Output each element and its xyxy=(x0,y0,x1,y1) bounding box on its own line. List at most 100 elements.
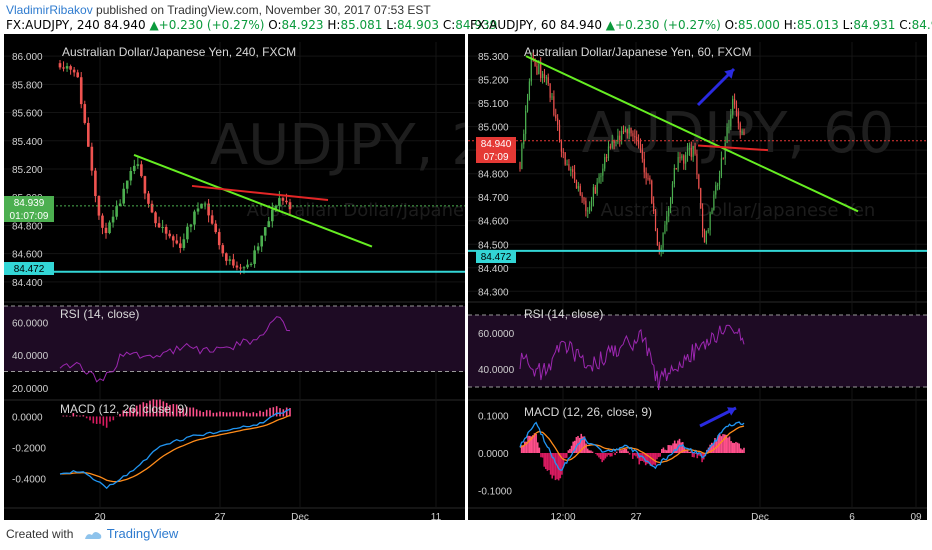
candle-body xyxy=(217,232,221,246)
macd-histogram-bar xyxy=(532,435,534,453)
macd-histogram-bar xyxy=(619,450,621,453)
candle-body xyxy=(583,197,585,201)
author-link[interactable]: VladimirRibakov xyxy=(6,3,93,17)
macd-histogram-bar xyxy=(109,416,111,422)
tradingview-brand-link[interactable]: TradingView xyxy=(106,526,179,541)
candle-body xyxy=(150,203,154,213)
candle-body xyxy=(656,230,659,246)
macd-histogram-bar xyxy=(165,402,168,417)
macd-histogram-bar xyxy=(632,453,634,459)
macd-histogram-bar xyxy=(664,449,666,453)
candle-body xyxy=(278,198,281,206)
candle-body xyxy=(598,176,600,183)
macd-histogram-bar xyxy=(149,400,151,417)
candle-body xyxy=(196,208,200,212)
candle-body xyxy=(551,96,553,98)
macd-histogram-bar xyxy=(652,453,655,465)
chart-240[interactable]: AUDJPY, 240 Australian Dollar/Japanese Y… xyxy=(4,34,465,520)
symbol-info-right: FX:AUDJPY, 60 84.940 ▲+0.230 (+0.27%) O:… xyxy=(470,18,932,32)
price-tick-label: 84.600 xyxy=(12,250,43,261)
candle-body xyxy=(694,146,696,154)
candle-body xyxy=(607,146,610,159)
candle-body xyxy=(549,83,551,98)
macd-histogram-bar xyxy=(633,453,636,456)
macd-tick-label: -0.4000 xyxy=(12,475,46,486)
macd-histogram-bar xyxy=(685,449,687,453)
macd-histogram-bar xyxy=(627,451,629,453)
candle-body xyxy=(147,193,150,204)
candle-body xyxy=(639,144,642,151)
chart-60[interactable]: AUDJPY, 60 Australian Dollar/Japanese Ye… xyxy=(468,34,927,520)
candle-body xyxy=(611,140,613,148)
last-price-badge-bg xyxy=(476,137,516,163)
macd-histogram-bar xyxy=(694,453,697,454)
macd-histogram-bar xyxy=(686,450,689,453)
support-price-badge: 84.472 xyxy=(14,264,45,275)
macd-histogram-bar xyxy=(536,442,539,453)
macd-histogram-bar xyxy=(79,415,81,417)
macd-histogram-bar xyxy=(590,450,592,453)
candle-body xyxy=(530,56,532,82)
price-tick-label: 84.800 xyxy=(478,170,509,181)
candle-body xyxy=(743,131,745,136)
candle-body xyxy=(653,203,655,211)
candle-body xyxy=(581,194,583,198)
candle-body xyxy=(649,178,651,181)
candle-body xyxy=(732,98,734,115)
candle-body xyxy=(221,245,225,254)
candle-body xyxy=(239,267,242,269)
candle-body xyxy=(634,136,636,138)
macd-histogram-bar xyxy=(75,415,78,417)
macd-histogram-bar xyxy=(245,412,248,417)
macd-histogram-bar xyxy=(582,436,584,453)
macd-histogram-bar xyxy=(588,450,591,453)
candle-body xyxy=(621,131,623,140)
time-axis: 12:00 27 Dec 6 09 xyxy=(550,512,922,520)
candle-body xyxy=(62,67,65,69)
rsi-pane: 60.0000 40.0000 20.0000 xyxy=(4,305,465,395)
macd-histogram-bar xyxy=(565,453,568,458)
macd-line xyxy=(519,421,745,471)
macd-histogram-bar xyxy=(662,447,665,453)
candle-body xyxy=(679,157,681,159)
macd-histogram-bar xyxy=(525,441,528,453)
price-change: +0.230 (+0.27%) xyxy=(158,18,265,32)
macd-histogram-bar xyxy=(548,453,550,471)
macd-histogram-bar xyxy=(225,412,228,417)
created-with-text: Created with xyxy=(6,527,74,541)
candle-body xyxy=(228,259,232,261)
candle-body xyxy=(594,187,596,194)
price-tick-label: 84.800 xyxy=(12,221,43,232)
rsi-band xyxy=(4,306,465,372)
price-tick-label: 85.200 xyxy=(478,76,509,87)
macd-histogram-bar xyxy=(646,453,649,464)
macd-histogram-bar xyxy=(275,406,278,417)
candle-body xyxy=(108,222,111,234)
candle-body xyxy=(617,135,619,143)
grid-lines xyxy=(4,42,465,509)
candle-body xyxy=(94,170,97,197)
macd-histogram-bar xyxy=(554,453,557,481)
rsi-band xyxy=(468,315,927,387)
candle-body xyxy=(267,221,271,228)
macd-histogram-bar xyxy=(585,443,587,453)
candle-body xyxy=(175,240,179,244)
candle-body xyxy=(628,127,630,134)
candle-body xyxy=(560,140,563,152)
candle-body xyxy=(741,131,743,133)
macd-histogram-bar xyxy=(606,453,608,457)
macd-histogram-bar xyxy=(535,433,537,453)
macd-histogram-bar xyxy=(205,410,208,417)
macd-histogram-bar xyxy=(712,443,715,453)
candle-body xyxy=(111,216,115,223)
macd-histogram-bar xyxy=(215,412,218,417)
up-arrow-icon: ▲ xyxy=(605,18,616,32)
bar-timer-badge: 07:09 xyxy=(483,152,508,163)
last-price-badge: 84.939 xyxy=(14,198,45,209)
macd-histogram-bar xyxy=(570,445,573,453)
candle-body xyxy=(263,227,267,236)
watermark-symbol: AUDJPY, 240 xyxy=(210,113,465,178)
rsi-line xyxy=(59,316,291,383)
macd-histogram-bar xyxy=(609,453,612,457)
macd-histogram-bar xyxy=(195,409,198,417)
